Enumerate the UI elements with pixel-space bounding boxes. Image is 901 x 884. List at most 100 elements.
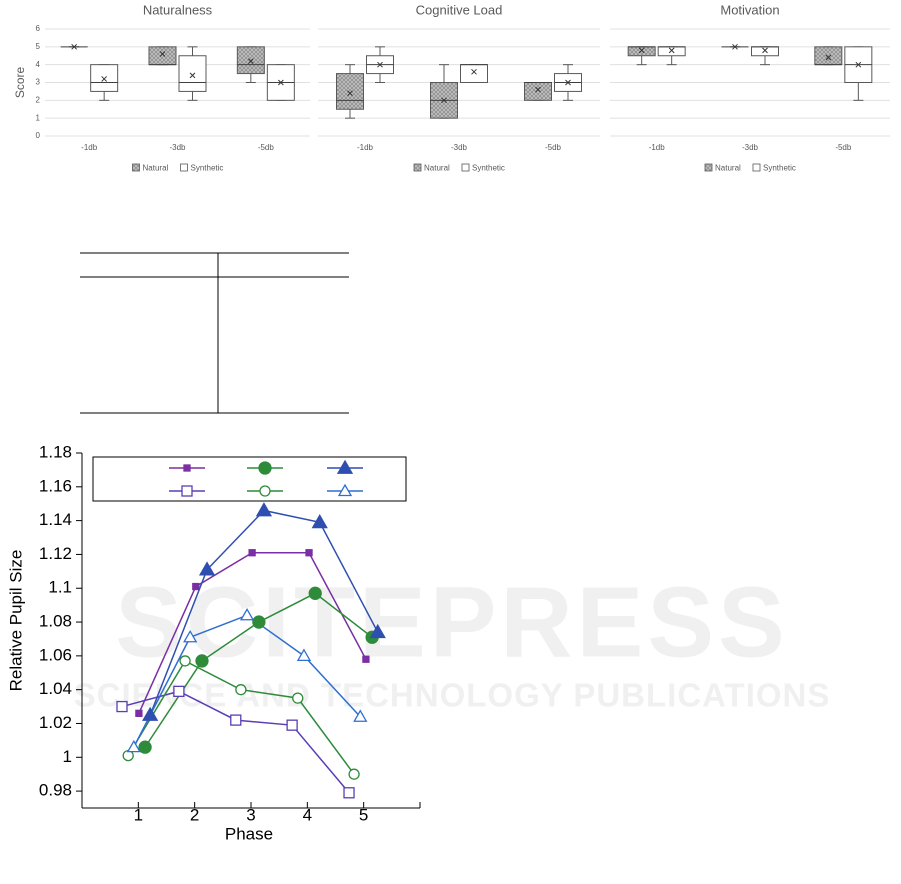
x-tick-label: -1db: [81, 143, 98, 152]
y-tick-label: 1.1: [48, 578, 72, 597]
marker: [308, 586, 322, 600]
marker: [252, 615, 266, 629]
y-tick-label: 4: [36, 60, 41, 69]
marker: [259, 485, 271, 497]
y-tick-label: 0: [36, 131, 41, 140]
mean-marker: [71, 43, 78, 50]
x-axis-title: Phase: [225, 824, 273, 843]
y-tick-label: 1.08: [39, 612, 72, 631]
mean-marker: [638, 47, 645, 54]
marker: [230, 714, 242, 726]
marker: [258, 461, 272, 475]
legend-label: Synthetic: [763, 164, 796, 173]
marker: [286, 719, 298, 731]
mean-marker: [247, 58, 254, 64]
marker: [181, 485, 193, 497]
y-tick-label: 2: [36, 95, 41, 104]
y-tick-label: 1.02: [39, 713, 72, 732]
x-tick-label: -5db: [545, 143, 562, 152]
y-axis-title: Score: [13, 67, 27, 99]
box: [460, 64, 488, 83]
mean-marker: [441, 97, 447, 104]
x-tick-label: -3db: [742, 143, 759, 152]
y-tick-label: 1: [36, 113, 41, 122]
marker: [337, 483, 353, 497]
marker: [116, 700, 128, 713]
x-tick-label: -1db: [649, 143, 666, 152]
marker: [296, 648, 312, 662]
y-tick-label: 5: [36, 42, 41, 51]
mean-marker: [377, 61, 383, 68]
mean-marker: [159, 51, 166, 57]
box: [814, 46, 843, 66]
marker: [369, 623, 386, 639]
marker: [292, 692, 304, 704]
mean-marker: [565, 79, 571, 86]
box: [178, 55, 207, 92]
chart-title: Naturalness: [143, 2, 213, 17]
marker: [138, 740, 152, 754]
box: [336, 73, 364, 110]
marker: [305, 549, 313, 557]
legend-swatch: [704, 163, 713, 172]
y-tick-label: 0.98: [39, 781, 72, 800]
chart-title: Cognitive Load: [416, 2, 503, 17]
marker: [353, 709, 368, 722]
box: [524, 82, 552, 101]
marker: [235, 684, 247, 696]
mean-marker: [101, 76, 108, 82]
marker: [248, 549, 256, 557]
legend-swatch: [132, 163, 140, 172]
marker: [362, 655, 370, 663]
mean-marker: [855, 61, 862, 68]
legend-swatch: [461, 163, 470, 172]
x-tick-label: -3db: [451, 143, 468, 152]
watermark-title: SCITEPRESS: [115, 566, 789, 678]
marker: [183, 464, 191, 472]
mean-marker: [347, 90, 353, 97]
y-tick-label: 1.14: [39, 510, 72, 529]
y-axis-title: Relative Pupil Size: [6, 550, 25, 692]
legend-swatch: [752, 163, 761, 172]
x-tick-label: -5db: [258, 143, 275, 152]
mean-marker: [668, 47, 675, 54]
marker: [255, 502, 273, 517]
marker: [336, 459, 354, 474]
mean-marker: [762, 47, 768, 54]
x-tick-label: 5: [359, 805, 368, 824]
legend-label: Synthetic: [191, 164, 224, 173]
legend-label: Natural: [424, 164, 450, 173]
y-tick-label: 1.16: [39, 476, 72, 495]
mean-marker: [825, 54, 832, 61]
marker: [126, 739, 141, 753]
legend-label: Natural: [715, 164, 741, 173]
mean-marker: [535, 86, 541, 93]
box: [90, 64, 119, 92]
x-tick-label: 4: [303, 805, 312, 824]
legend-label: Natural: [143, 164, 169, 173]
x-tick-label: -3db: [169, 143, 186, 152]
y-tick-label: 1.04: [39, 679, 72, 698]
marker: [183, 629, 198, 643]
marker: [173, 685, 185, 698]
mean-marker: [277, 79, 284, 86]
legend-swatch: [413, 163, 422, 172]
y-tick-label: 1: [63, 747, 72, 766]
y-tick-label: 1.12: [39, 544, 72, 563]
x-tick-label: -5db: [835, 143, 852, 152]
y-tick-label: 1.06: [39, 645, 72, 664]
watermark-subtitle: SCIENCE AND TECHNOLOGY PUBLICATIONS: [74, 677, 831, 714]
marker: [311, 513, 328, 529]
x-tick-label: 1: [134, 805, 143, 824]
legend-label: Synthetic: [472, 164, 505, 173]
marker: [343, 787, 355, 799]
legend-swatch: [180, 163, 188, 172]
mean-marker: [732, 43, 738, 50]
marker: [192, 582, 200, 591]
x-tick-label: 3: [246, 805, 255, 824]
y-tick-label: 3: [36, 78, 41, 87]
marker: [195, 654, 209, 668]
marker: [239, 607, 255, 621]
box: [657, 46, 686, 57]
